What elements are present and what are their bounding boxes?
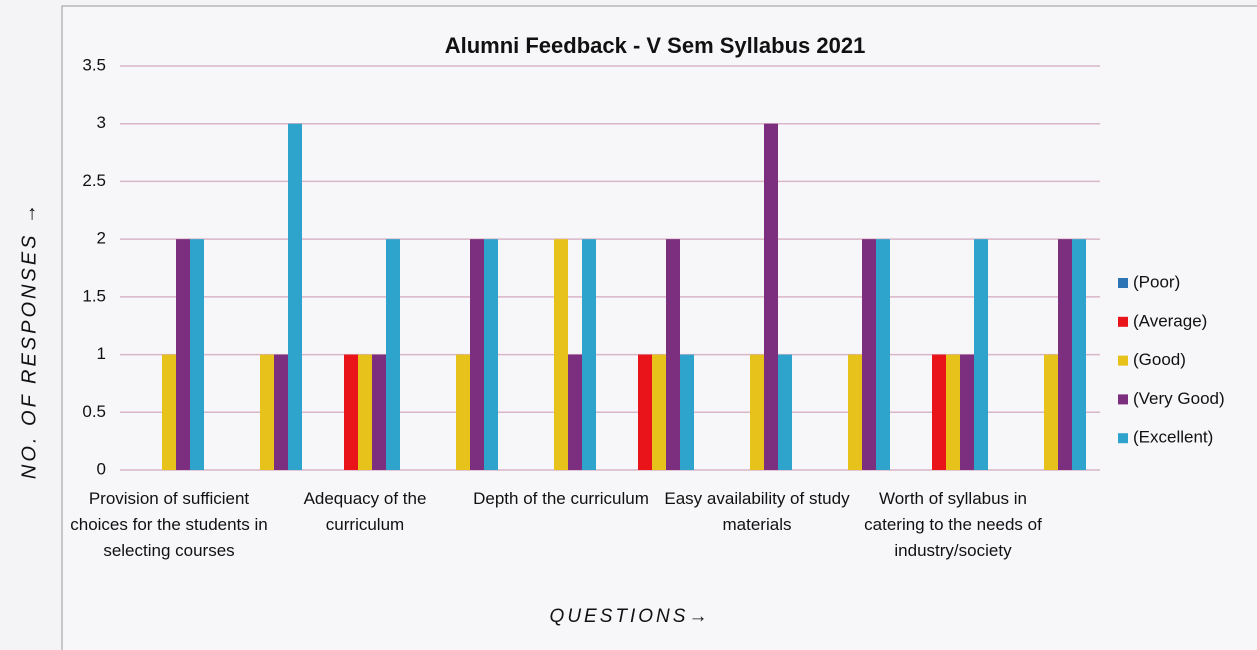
legend-label: (Very Good) <box>1133 389 1225 408</box>
bar <box>260 354 274 470</box>
bar <box>848 354 862 470</box>
bar <box>750 354 764 470</box>
bar <box>386 239 400 470</box>
x-tick-label: Easy availability of study materials <box>664 489 850 534</box>
y-tick-label: 0 <box>97 459 106 478</box>
x-axis-label: QUESTIONS→ <box>550 606 711 627</box>
bar <box>470 239 484 470</box>
bar <box>638 354 652 470</box>
bar <box>568 354 582 470</box>
bar <box>372 354 386 470</box>
legend-label: (Good) <box>1133 350 1186 369</box>
x-tick-label: Provision of sufficient choices for the … <box>70 489 268 560</box>
bar <box>344 354 358 470</box>
legend-swatch <box>1118 278 1128 288</box>
bar <box>932 354 946 470</box>
bar <box>764 123 778 470</box>
bar <box>778 354 792 470</box>
y-tick-label: 1.5 <box>82 286 106 305</box>
chart-title: Alumni Feedback - V Sem Syllabus 2021 <box>445 33 866 58</box>
y-tick-label: 3 <box>97 113 106 132</box>
bar <box>162 354 176 470</box>
bar <box>554 239 568 470</box>
x-tick-label: Worth of syllabus in catering to the nee… <box>864 489 1042 560</box>
bar <box>358 354 372 470</box>
bar <box>1058 239 1072 470</box>
legend-swatch <box>1118 433 1128 444</box>
x-tick-label: Depth of the curriculum <box>473 489 649 508</box>
bar <box>274 354 288 470</box>
legend-swatch <box>1118 316 1128 327</box>
bar <box>190 239 204 470</box>
bar <box>862 239 876 470</box>
chart-frame <box>61 5 1257 650</box>
y-tick-label: 3.5 <box>82 55 106 74</box>
bar <box>484 239 498 470</box>
legend-label: (Poor) <box>1133 272 1180 291</box>
bar <box>652 354 666 470</box>
x-tick-label: Adequacy of the curriculum <box>303 489 427 534</box>
bar <box>946 354 960 470</box>
y-tick-label: 0.5 <box>82 402 106 421</box>
bar <box>1072 239 1086 470</box>
bar <box>288 123 302 470</box>
bar <box>680 354 694 470</box>
y-tick-label: 2 <box>97 229 106 248</box>
bar <box>974 239 988 470</box>
bar <box>176 239 190 470</box>
legend-swatch <box>1118 394 1128 405</box>
legend-swatch <box>1118 355 1128 366</box>
bar <box>960 354 974 470</box>
bar <box>666 239 680 470</box>
legend-label: (Excellent) <box>1133 428 1213 447</box>
legend-label: (Average) <box>1133 311 1207 330</box>
bar <box>876 239 890 470</box>
y-tick-label: 1 <box>97 344 106 363</box>
bar <box>456 354 470 470</box>
bar <box>1044 354 1058 470</box>
bar <box>582 239 596 470</box>
y-axis-label: NO. OF RESPONSES → <box>18 201 40 479</box>
y-tick-label: 2.5 <box>82 171 106 190</box>
